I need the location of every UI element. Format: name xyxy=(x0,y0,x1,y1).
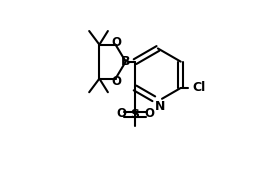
Text: S: S xyxy=(131,108,140,121)
Text: O: O xyxy=(111,36,121,49)
Text: O: O xyxy=(116,107,126,120)
Text: O: O xyxy=(111,75,121,88)
Text: N: N xyxy=(155,100,165,113)
Text: O: O xyxy=(144,107,154,120)
Text: Cl: Cl xyxy=(192,81,206,95)
Text: B: B xyxy=(121,55,130,68)
